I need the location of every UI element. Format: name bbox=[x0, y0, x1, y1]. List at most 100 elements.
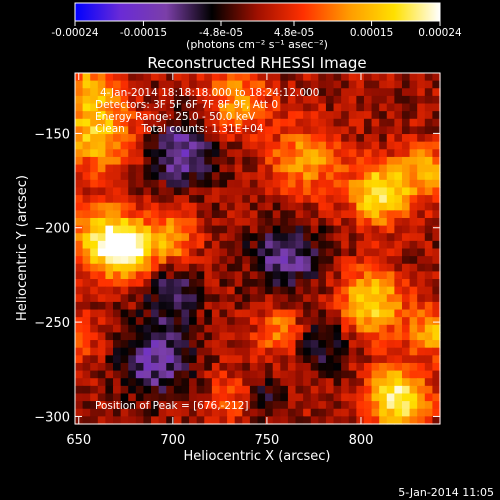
heatmap-cell bbox=[173, 279, 183, 288]
heatmap-cell bbox=[424, 80, 433, 89]
heatmap-cell bbox=[135, 187, 145, 196]
heatmap-cell bbox=[401, 187, 411, 196]
heatmap-cell bbox=[280, 324, 289, 334]
heatmap-cell bbox=[424, 263, 433, 272]
heatmap-cell bbox=[204, 378, 213, 387]
heatmap-cell bbox=[143, 149, 152, 158]
heatmap-cell bbox=[287, 73, 297, 82]
colorbar-tick-labels: -0.00024 -0.00015 -4.8e-05 4.8e-05 0.00015 0.… bbox=[51, 27, 462, 39]
heatmap-cell bbox=[287, 134, 297, 143]
heatmap-cell bbox=[295, 179, 304, 189]
heatmap-cell bbox=[341, 271, 350, 280]
heatmap-cell bbox=[348, 401, 357, 410]
heatmap-cell bbox=[310, 378, 319, 387]
heatmap-cell bbox=[379, 317, 388, 326]
heatmap-cell bbox=[234, 408, 243, 417]
heatmap-cell bbox=[196, 103, 205, 112]
heatmap-cell bbox=[143, 217, 152, 227]
heatmap-cell bbox=[432, 141, 441, 150]
heatmap-cell bbox=[341, 179, 350, 189]
heatmap-cell bbox=[90, 256, 99, 265]
heatmap-cell bbox=[371, 385, 380, 395]
heatmap-cell bbox=[325, 248, 335, 257]
heatmap-cell bbox=[348, 141, 357, 150]
heatmap-cell bbox=[303, 401, 312, 410]
heatmap-cell bbox=[356, 240, 365, 250]
heatmap-cell bbox=[204, 111, 213, 120]
heatmap-cell bbox=[348, 134, 357, 143]
heatmap-cell bbox=[287, 217, 297, 227]
heatmap-cell bbox=[371, 73, 380, 82]
heatmap-cell bbox=[265, 286, 274, 295]
heatmap-cell bbox=[211, 370, 221, 379]
heatmap-cell bbox=[310, 332, 319, 341]
heatmap-cell bbox=[265, 279, 274, 288]
heatmap-cell bbox=[90, 324, 99, 334]
heatmap-cell bbox=[287, 416, 297, 425]
heatmap-cell bbox=[333, 126, 342, 135]
heatmap-cell bbox=[158, 294, 167, 303]
heatmap-cell bbox=[242, 134, 251, 143]
heatmap-cell bbox=[257, 156, 266, 166]
heatmap-cell bbox=[204, 73, 213, 82]
heatmap-cell bbox=[242, 156, 251, 166]
heatmap-cell bbox=[158, 172, 167, 181]
heatmap-cell bbox=[401, 362, 411, 372]
heatmap-cell bbox=[97, 88, 107, 97]
heatmap-cell bbox=[386, 393, 395, 402]
heatmap-cell bbox=[105, 378, 114, 387]
heatmap-cell bbox=[348, 88, 357, 97]
heatmap-cell bbox=[128, 156, 137, 166]
heatmap-cell bbox=[356, 416, 365, 425]
heatmap-cell bbox=[409, 233, 418, 242]
heatmap-cell bbox=[82, 164, 91, 173]
heatmap-cell bbox=[371, 95, 380, 105]
heatmap-cell bbox=[204, 156, 213, 166]
heatmap-cell bbox=[166, 248, 175, 257]
heatmap-cell bbox=[189, 233, 198, 242]
heatmap-cell bbox=[394, 248, 403, 257]
heatmap-cell bbox=[295, 408, 304, 417]
heatmap-cell bbox=[196, 294, 205, 303]
heatmap-cell bbox=[105, 187, 114, 196]
heatmap-cell bbox=[166, 340, 175, 349]
heatmap-cell bbox=[303, 393, 312, 402]
heatmap-cell bbox=[257, 332, 266, 341]
heatmap-cell bbox=[265, 240, 274, 250]
heatmap-cell bbox=[341, 385, 350, 395]
heatmap-cell bbox=[113, 195, 122, 204]
heatmap-cell bbox=[341, 324, 350, 334]
heatmap-cell bbox=[128, 95, 137, 105]
plot-frame bbox=[74, 72, 441, 425]
heatmap-cell bbox=[394, 263, 403, 272]
heatmap-cell bbox=[318, 355, 327, 364]
heatmap-cell bbox=[227, 408, 236, 417]
heatmap-cell bbox=[348, 217, 357, 227]
heatmap-cell bbox=[158, 217, 167, 227]
heatmap-cell bbox=[386, 103, 395, 112]
heatmap-cell bbox=[356, 225, 365, 234]
heatmap-cell bbox=[242, 225, 251, 234]
heatmap-cell bbox=[234, 88, 243, 97]
heatmap-cell bbox=[325, 309, 335, 318]
heatmap-cell bbox=[234, 393, 243, 402]
heatmap-cell bbox=[90, 88, 99, 97]
heatmap-cell bbox=[287, 233, 297, 242]
heatmap-cell bbox=[97, 408, 107, 417]
heatmap-cell bbox=[303, 378, 312, 387]
heatmap-cell bbox=[356, 88, 365, 97]
heatmap-cell bbox=[325, 347, 335, 356]
heatmap-cell bbox=[234, 248, 243, 257]
heatmap-cell bbox=[333, 187, 342, 196]
heatmap-cell bbox=[371, 256, 380, 265]
heatmap-cell bbox=[318, 294, 327, 303]
heatmap-cell bbox=[97, 286, 107, 295]
heatmap-cell bbox=[409, 217, 418, 227]
heatmap-cell bbox=[90, 179, 99, 189]
heatmap-cell bbox=[394, 324, 403, 334]
heatmap-cell bbox=[173, 172, 183, 181]
heatmap-cell bbox=[227, 103, 236, 112]
heatmap-cell bbox=[341, 401, 350, 410]
heatmap-cell bbox=[401, 179, 411, 189]
heatmap-cell bbox=[348, 256, 357, 265]
